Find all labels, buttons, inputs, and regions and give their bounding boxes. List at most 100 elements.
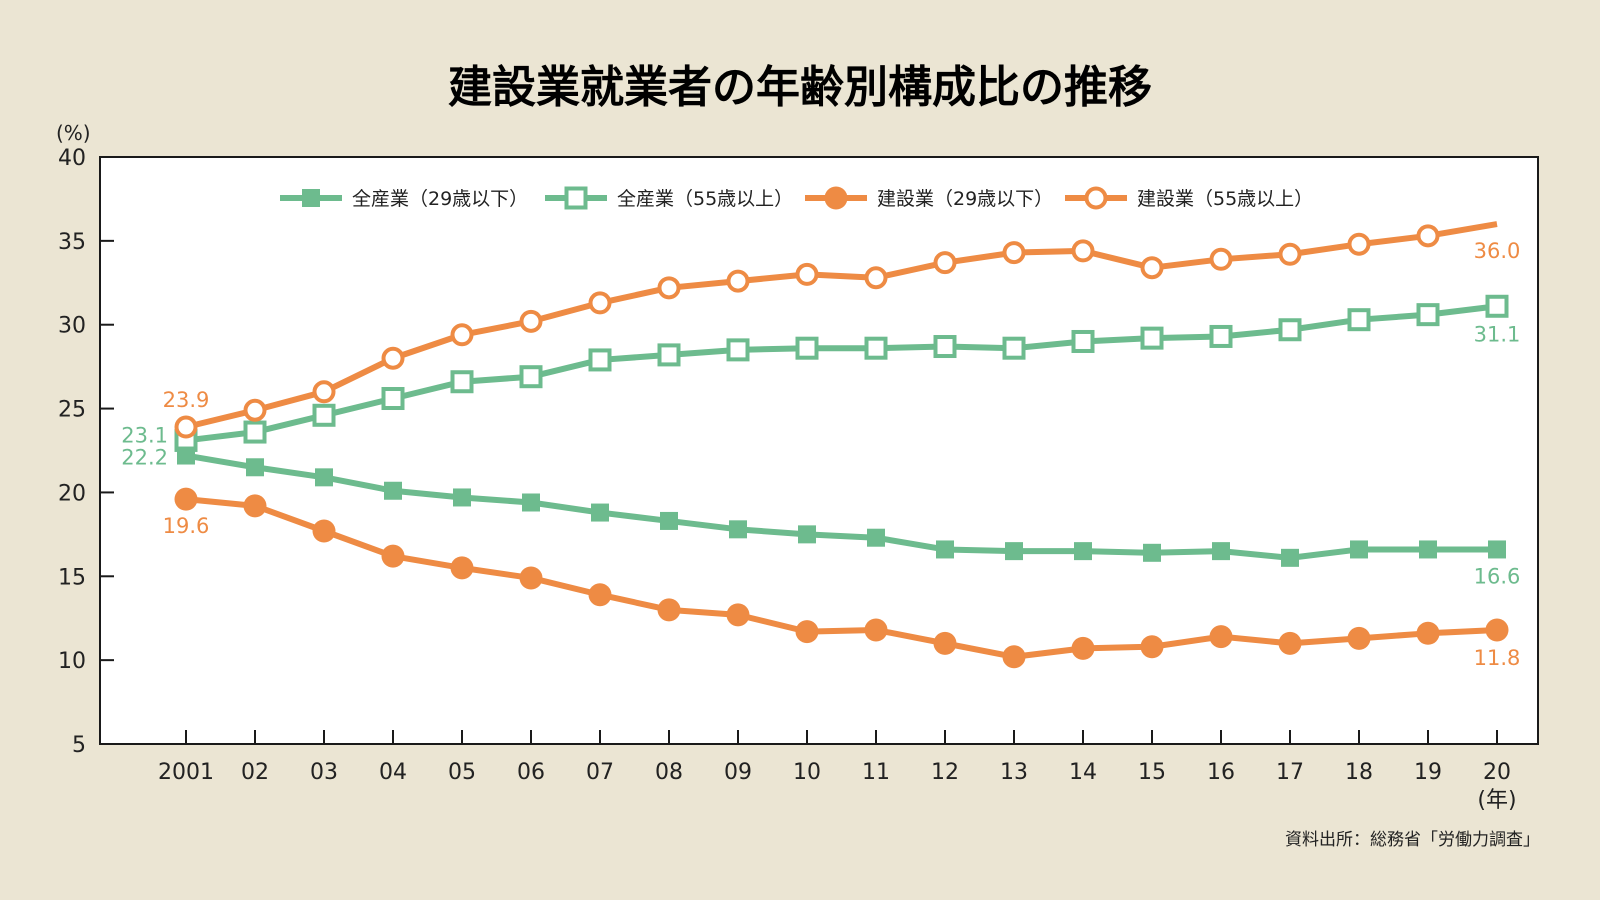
series-layer: 23.1 31.1 23.9 36.0 22.2 16.6 19.6 11.8 xyxy=(121,221,1521,670)
data-label-last: 36.0 xyxy=(1474,239,1521,263)
data-point xyxy=(450,370,474,394)
data-point xyxy=(588,583,612,607)
legend-marker xyxy=(1084,186,1108,210)
series-line xyxy=(185,221,1498,430)
data-point xyxy=(726,338,750,362)
legend-item: 全産業（55歳以上） xyxy=(545,186,793,210)
chart-title: 建設業就業者の年齢別構成比の推移 xyxy=(448,62,1152,113)
x-tick-label: 12 xyxy=(931,760,959,785)
x-tick-label: 03 xyxy=(310,760,338,785)
data-point xyxy=(1485,294,1509,318)
data-point xyxy=(1350,540,1368,559)
data-point xyxy=(1071,636,1095,660)
x-tick-label: 20 xyxy=(1483,760,1511,785)
data-point xyxy=(246,458,264,477)
data-point xyxy=(588,291,612,315)
data-point xyxy=(381,346,405,370)
data-point xyxy=(1005,542,1023,561)
legend-item: 全産業（29歳以下） xyxy=(280,188,528,210)
data-point xyxy=(1419,540,1437,559)
legend-label: 建設業（29歳以下） xyxy=(877,188,1053,210)
data-point xyxy=(867,528,885,547)
data-point xyxy=(1209,247,1233,271)
data-point xyxy=(522,493,540,512)
data-point xyxy=(1212,542,1230,561)
y-tick-label: 30 xyxy=(58,314,86,339)
y-tick-label: 35 xyxy=(58,230,86,255)
data-point xyxy=(1140,256,1164,280)
series-line xyxy=(185,452,1497,561)
data-point xyxy=(657,598,681,622)
x-tick-label: 06 xyxy=(517,760,545,785)
data-point xyxy=(864,336,888,360)
x-tick-label: 2001 xyxy=(158,760,214,785)
legend-label: 建設業（55歳以上） xyxy=(1137,188,1313,210)
series-1: 22.2 16.6 xyxy=(121,446,1520,589)
data-label-last: 11.8 xyxy=(1474,646,1521,670)
data-point xyxy=(450,323,474,347)
data-point xyxy=(315,468,333,487)
data-point xyxy=(591,503,609,522)
data-point xyxy=(1209,324,1233,348)
data-point xyxy=(660,511,678,530)
data-point xyxy=(795,336,819,360)
x-tick-label: 02 xyxy=(241,760,269,785)
data-point xyxy=(1347,308,1371,332)
x-tick-label: 08 xyxy=(655,760,683,785)
legend-marker xyxy=(564,186,588,210)
data-point xyxy=(1416,303,1440,327)
data-point xyxy=(312,403,336,427)
y-axis: 5 10 15 20 25 30 35 40 xyxy=(58,146,114,758)
x-tick-label: 07 xyxy=(586,760,614,785)
data-point xyxy=(453,488,471,507)
data-point xyxy=(1140,326,1164,350)
legend-marker xyxy=(302,189,320,207)
data-point xyxy=(381,387,405,411)
data-point xyxy=(933,251,957,275)
legend-marker xyxy=(824,186,848,210)
data-point xyxy=(1140,635,1164,659)
data-point xyxy=(1416,224,1440,248)
x-tick-label: 13 xyxy=(1000,760,1028,785)
data-point xyxy=(936,540,954,559)
x-tick-label: 10 xyxy=(793,760,821,785)
data-label-first: 23.1 xyxy=(121,423,168,447)
data-point xyxy=(657,343,681,367)
y-tick-label: 10 xyxy=(58,649,86,674)
data-point xyxy=(726,269,750,293)
y-axis-unit: (%) xyxy=(56,121,91,145)
data-point xyxy=(1074,542,1092,561)
data-point xyxy=(519,566,543,590)
data-point xyxy=(1278,242,1302,266)
x-tick-label: 17 xyxy=(1276,760,1304,785)
legend-label: 全産業（55歳以上） xyxy=(617,188,793,210)
data-point xyxy=(864,266,888,290)
y-tick-label: 5 xyxy=(72,733,86,758)
data-point xyxy=(450,556,474,580)
plot-area xyxy=(99,156,1539,745)
legend-label: 全産業（29歳以下） xyxy=(352,188,528,210)
data-label-first: 19.6 xyxy=(163,514,210,538)
data-point xyxy=(1278,318,1302,342)
x-tick-label: 18 xyxy=(1345,760,1373,785)
data-point xyxy=(519,309,543,333)
data-point xyxy=(1416,621,1440,645)
data-label-first: 23.9 xyxy=(163,388,210,412)
data-label-last: 31.1 xyxy=(1474,322,1521,346)
data-point xyxy=(657,276,681,300)
x-tick-label: 14 xyxy=(1069,760,1097,785)
data-point xyxy=(519,365,543,389)
data-point xyxy=(1347,232,1371,256)
data-label-first: 22.2 xyxy=(121,446,168,470)
data-point xyxy=(1002,645,1026,669)
data-point xyxy=(933,335,957,359)
data-point xyxy=(1071,239,1095,263)
legend-item: 建設業（55歳以上） xyxy=(1065,186,1313,210)
data-point xyxy=(384,481,402,500)
y-tick-label: 25 xyxy=(58,398,86,423)
x-tick-label: 05 xyxy=(448,760,476,785)
data-point xyxy=(729,520,747,539)
data-point xyxy=(798,525,816,544)
data-point xyxy=(312,519,336,543)
